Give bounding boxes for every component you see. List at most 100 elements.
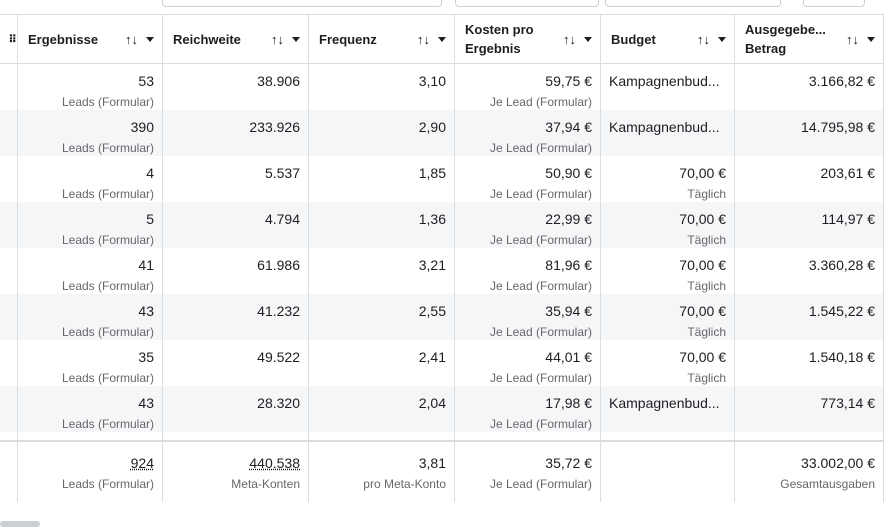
row-handle (0, 156, 18, 203)
sort-icon: ↑↓ (125, 31, 138, 47)
scrollbar[interactable] (0, 521, 40, 527)
table-row[interactable]: 43 Leads (Formular) 41.232 2,55 35,94 € Je Le… (0, 294, 884, 341)
sub-label: Leads (Formular) (61, 417, 154, 431)
budget: Kampagnenbud... (609, 395, 720, 411)
sub-label: Je Lead (Formular) (489, 95, 592, 109)
cell: 41 Leads (Formular) (18, 248, 163, 295)
cell: 1.540,18 € (735, 340, 884, 387)
cell: 70,00 € Täglich (601, 340, 735, 387)
value: 3,81 (418, 455, 446, 471)
sub-label: Je Lead (Formular) (489, 279, 592, 293)
sub-label: Gesamtausgaben (780, 477, 875, 491)
sub-label: Je Lead (Formular) (489, 233, 592, 247)
input-box[interactable] (605, 0, 781, 7)
value: 53 (138, 73, 154, 89)
sub-label: Je Lead (Formular) (489, 417, 592, 431)
value: 233.926 (249, 119, 300, 135)
cell: 35,72 € Je Lead (Formular) (455, 442, 601, 502)
data-table: ⠿ Ergebnisse ↑↓ Reichweite ↑↓ Frequenz ↑↓ Kost… (0, 14, 884, 433)
value: 35,72 € (545, 455, 592, 471)
totals-row: 924 Leads (Formular) 440.538 Meta-Konten 3,8… (0, 440, 884, 502)
table-body: 53 Leads (Formular) 38.906 3,10 59,75 € Je Le… (0, 64, 884, 433)
table-row[interactable]: 35 Leads (Formular) 49.522 2,41 44,01 € Je Le… (0, 340, 884, 387)
value: 70,00 € (679, 165, 726, 181)
row-handle (0, 110, 18, 157)
column-header[interactable]: Ausgegebe... Betrag ↑↓ (735, 15, 884, 63)
cell: 38.906 (163, 64, 309, 111)
value: 35,94 € (545, 303, 592, 319)
cell: 70,00 € Täglich (601, 248, 735, 295)
value: 3,10 (418, 73, 446, 89)
top-controls (0, 0, 884, 14)
table-row[interactable]: 5 Leads (Formular) 4.794 1,36 22,99 € Je Lead… (0, 202, 884, 249)
value: 3.166,82 € (808, 73, 875, 89)
budget: Kampagnenbud... (609, 119, 720, 135)
value: 70,00 € (679, 349, 726, 365)
table-row[interactable]: 41 Leads (Formular) 61.986 3,21 81,96 € Je Le… (0, 248, 884, 295)
cell: 3.360,28 € (735, 248, 884, 295)
cell: 2,90 (309, 110, 455, 157)
input-box[interactable] (455, 0, 599, 7)
sub-label: Täglich (687, 233, 726, 247)
value: 4.794 (264, 211, 300, 227)
totals: 924 Leads (Formular) 440.538 Meta-Konten 3,8… (0, 442, 884, 502)
value: 1.540,18 € (808, 349, 875, 365)
table-row[interactable]: 390 Leads (Formular) 233.926 2,90 37,94 € Je … (0, 110, 884, 157)
table-row[interactable]: 53 Leads (Formular) 38.906 3,10 59,75 € Je Le… (0, 64, 884, 111)
budget: Kampagnenbud... (609, 73, 720, 89)
cell: 50,90 € Je Lead (Formular) (455, 156, 601, 203)
cell: 4 Leads (Formular) (18, 156, 163, 203)
input-box[interactable] (803, 0, 865, 7)
cell: 70,00 € Täglich (601, 156, 735, 203)
input-box[interactable] (162, 0, 442, 7)
value: 81,96 € (545, 257, 592, 273)
cell: 44,01 € Je Lead (Formular) (455, 340, 601, 387)
cell: 22,99 € Je Lead (Formular) (455, 202, 601, 249)
column-header[interactable]: Kosten pro Ergebnis ↑↓ (455, 15, 601, 63)
row-handle (0, 248, 18, 295)
value: 4 (146, 165, 154, 181)
cell: Kampagnenbud... (601, 386, 735, 433)
table-row[interactable]: 43 Leads (Formular) 28.320 2,04 17,98 € Je Le… (0, 386, 884, 433)
value: 59,75 € (545, 73, 592, 89)
column-header[interactable]: Budget ↑↓ (601, 15, 735, 63)
cell: 49.522 (163, 340, 309, 387)
value: 773,14 € (820, 395, 876, 411)
value: 28.320 (257, 395, 300, 411)
cell: 14.795,98 € (735, 110, 884, 157)
value: 33.002,00 € (801, 455, 875, 471)
cell: 1,36 (309, 202, 455, 249)
row-handle (0, 202, 18, 249)
value: 38.906 (257, 73, 300, 89)
value: 3.360,28 € (808, 257, 875, 273)
value: 35 (138, 349, 154, 365)
column-title: Budget (611, 31, 656, 47)
value: 70,00 € (679, 211, 726, 227)
sub-label: pro Meta-Konto (363, 477, 446, 491)
row-handle (0, 294, 18, 341)
column-header[interactable]: Reichweite ↑↓ (163, 15, 309, 63)
partial-row (0, 430, 884, 440)
cell: 2,41 (309, 340, 455, 387)
sub-label: Täglich (687, 325, 726, 339)
value: 44,01 € (545, 349, 592, 365)
value: 22,99 € (545, 211, 592, 227)
row-handle (0, 340, 18, 387)
column-title: Ausgegebe... Betrag (745, 22, 826, 56)
sub-label: Täglich (687, 371, 726, 385)
value: 5 (146, 211, 154, 227)
sub-label: Je Lead (Formular) (489, 325, 592, 339)
cell: 41.232 (163, 294, 309, 341)
sub-label: Täglich (687, 279, 726, 293)
table-row[interactable]: 4 Leads (Formular) 5.537 1,85 50,90 € Je Lead… (0, 156, 884, 203)
cell: 2,04 (309, 386, 455, 433)
value: 390 (130, 119, 154, 135)
cell: Kampagnenbud... (601, 110, 735, 157)
value: 43 (138, 395, 154, 411)
sort-icon: ↑↓ (697, 31, 710, 47)
cell: 70,00 € Täglich (601, 202, 735, 249)
column-settings[interactable]: ⠿ (0, 15, 18, 63)
column-header[interactable]: Ergebnisse ↑↓ (18, 15, 163, 63)
column-header[interactable]: Frequenz ↑↓ (309, 15, 455, 63)
